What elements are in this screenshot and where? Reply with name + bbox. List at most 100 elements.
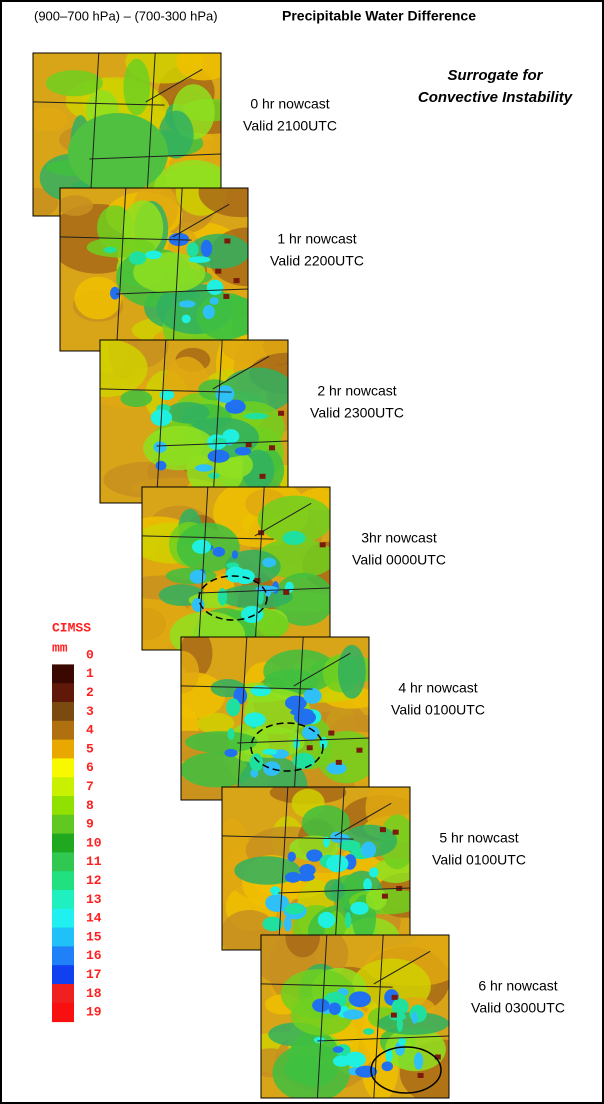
map-blob — [218, 588, 227, 606]
legend-label: 8 — [86, 798, 94, 813]
map-blob — [235, 447, 251, 456]
map-blob — [226, 698, 240, 716]
map-blob — [250, 753, 263, 771]
map-blob — [155, 461, 166, 471]
map-blob — [263, 761, 280, 776]
map-blob — [210, 297, 219, 304]
legend-label: 19 — [86, 1005, 102, 1020]
panel-label: 0 hr nowcast — [250, 96, 329, 112]
map-blob — [129, 251, 146, 265]
map-blob — [110, 287, 120, 300]
title-right: Precipitable Water Difference — [282, 8, 476, 24]
map-blob — [187, 242, 199, 257]
map-blob — [393, 830, 399, 835]
map-blob — [328, 731, 334, 736]
legend-swatch — [52, 928, 74, 947]
map-blob — [302, 726, 320, 740]
legend-swatch — [52, 834, 74, 853]
map-blob — [361, 842, 376, 858]
map-blob — [320, 542, 326, 547]
map-blob — [179, 300, 196, 307]
annotation: Convective Instability — [418, 89, 573, 106]
legend-unit: mm — [52, 640, 68, 655]
annotation: Surrogate for — [447, 67, 543, 84]
map-blob — [260, 474, 266, 479]
legend-label: 4 — [86, 723, 94, 738]
map-blob — [232, 550, 238, 559]
map-blob — [244, 413, 268, 419]
legend-swatch — [52, 852, 74, 871]
legend-swatch — [52, 984, 74, 1003]
legend-swatch — [52, 965, 74, 984]
map-blob — [326, 855, 348, 873]
map-blob — [185, 731, 257, 753]
map-blob — [104, 247, 117, 253]
legend-label: 13 — [86, 892, 102, 907]
map-blob — [269, 445, 275, 450]
map-blob — [418, 1073, 424, 1078]
panel-label: Valid 2200UTC — [270, 253, 364, 269]
legend-label: 9 — [86, 817, 94, 832]
panel-label: 1 hr nowcast — [277, 231, 356, 247]
map-blob — [215, 269, 221, 274]
map-blob — [392, 999, 409, 1015]
map-blob — [190, 570, 206, 584]
map-blob — [223, 294, 229, 299]
map-blob — [366, 888, 387, 910]
map-blob — [57, 195, 93, 215]
map-blob — [382, 894, 388, 899]
legend-swatch — [52, 758, 74, 777]
legend-label: 1 — [86, 666, 94, 681]
legend-swatch — [52, 664, 74, 683]
legend-swatch — [52, 740, 74, 759]
legend-swatch — [52, 946, 74, 965]
legend-label: 14 — [86, 911, 102, 926]
map-blob — [356, 748, 362, 753]
map-blob — [46, 70, 103, 96]
map-blob — [282, 531, 305, 545]
map-blob — [349, 991, 371, 1007]
legend-label: 2 — [86, 685, 94, 700]
legend-swatch — [52, 890, 74, 909]
map-blob — [380, 827, 386, 832]
map-blob — [412, 1012, 418, 1024]
map-blob — [285, 696, 307, 711]
map-blob — [203, 305, 215, 319]
map-blob — [224, 238, 230, 243]
map-blob — [307, 745, 313, 750]
panel-label: Valid 0100UTC — [391, 702, 485, 718]
map-blob — [414, 1052, 423, 1070]
legend-label: 6 — [86, 760, 94, 775]
legend-swatch — [52, 683, 74, 702]
map-blob — [355, 1066, 377, 1078]
legend-label: 18 — [86, 986, 102, 1001]
legend-swatch — [52, 702, 74, 721]
map-blob — [333, 1056, 350, 1067]
panel-label: Valid 0300UTC — [471, 1000, 565, 1016]
panel-label: 4 hr nowcast — [398, 680, 477, 696]
map-blob — [201, 240, 213, 257]
map-blob — [303, 688, 321, 704]
legend-label: 15 — [86, 929, 102, 944]
map-blob — [333, 1046, 344, 1053]
map-blob — [314, 1037, 325, 1043]
map-blob — [391, 1013, 397, 1018]
panel-label: Valid 0100UTC — [432, 852, 526, 868]
map-blob — [234, 278, 240, 283]
map-blob — [262, 558, 276, 568]
map-blob — [213, 547, 226, 557]
map-blob — [312, 999, 329, 1013]
legend-swatch — [52, 777, 74, 796]
legend-label: 7 — [86, 779, 94, 794]
map-blob — [318, 912, 335, 928]
map-blob — [288, 852, 296, 862]
title-left: (900–700 hPa) – (700-300 hPa) — [34, 8, 218, 23]
map-blob — [278, 411, 284, 416]
map-blob — [339, 840, 361, 851]
map-blob — [285, 872, 301, 883]
map-blob — [192, 540, 211, 554]
legend-label: 11 — [86, 854, 102, 869]
map-blob — [207, 280, 224, 295]
panel-label: 2 hr nowcast — [317, 383, 396, 399]
legend-label: 17 — [86, 967, 102, 982]
